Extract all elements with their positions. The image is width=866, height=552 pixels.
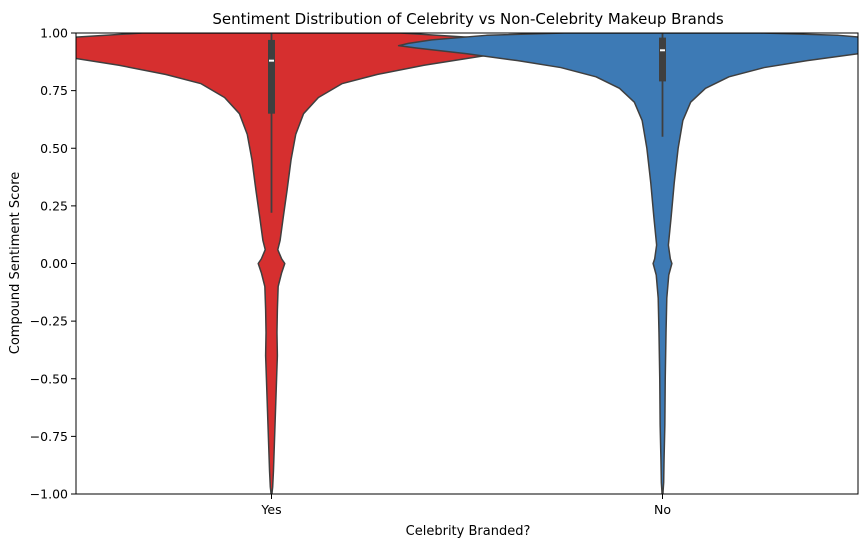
y-tick-label: 0.50 <box>40 141 68 156</box>
y-tick-label: 0.25 <box>40 198 68 213</box>
y-tick-label: −0.50 <box>30 371 68 386</box>
plot-area <box>76 33 858 494</box>
y-tick-label: 0.00 <box>40 256 68 271</box>
y-tick-label: −0.25 <box>30 314 68 329</box>
x-axis-label: Celebrity Branded? <box>406 524 531 539</box>
y-tick-label: 1.00 <box>40 26 68 41</box>
iqr-box-no <box>659 37 666 82</box>
y-tick-label: −0.75 <box>30 429 68 444</box>
violin-yes <box>76 33 523 494</box>
y-axis-label: Compound Sentiment Score <box>8 172 23 355</box>
y-axis-ticks: −1.00 −0.75 −0.50 −0.25 0.00 0.25 0.50 0.75 1.00 <box>30 26 76 502</box>
y-tick-label: 0.75 <box>40 83 68 98</box>
chart-title: Sentiment Distribution of Celebrity vs N… <box>212 10 724 28</box>
iqr-box-yes <box>268 39 275 114</box>
x-tick-label: Yes <box>260 502 281 517</box>
violins-group <box>76 33 858 494</box>
violin-no <box>397 33 858 494</box>
x-axis-ticks: Yes No <box>260 494 671 517</box>
x-tick-label: No <box>654 502 671 517</box>
y-tick-label: −1.00 <box>30 487 68 502</box>
axes-frame <box>75 32 859 495</box>
